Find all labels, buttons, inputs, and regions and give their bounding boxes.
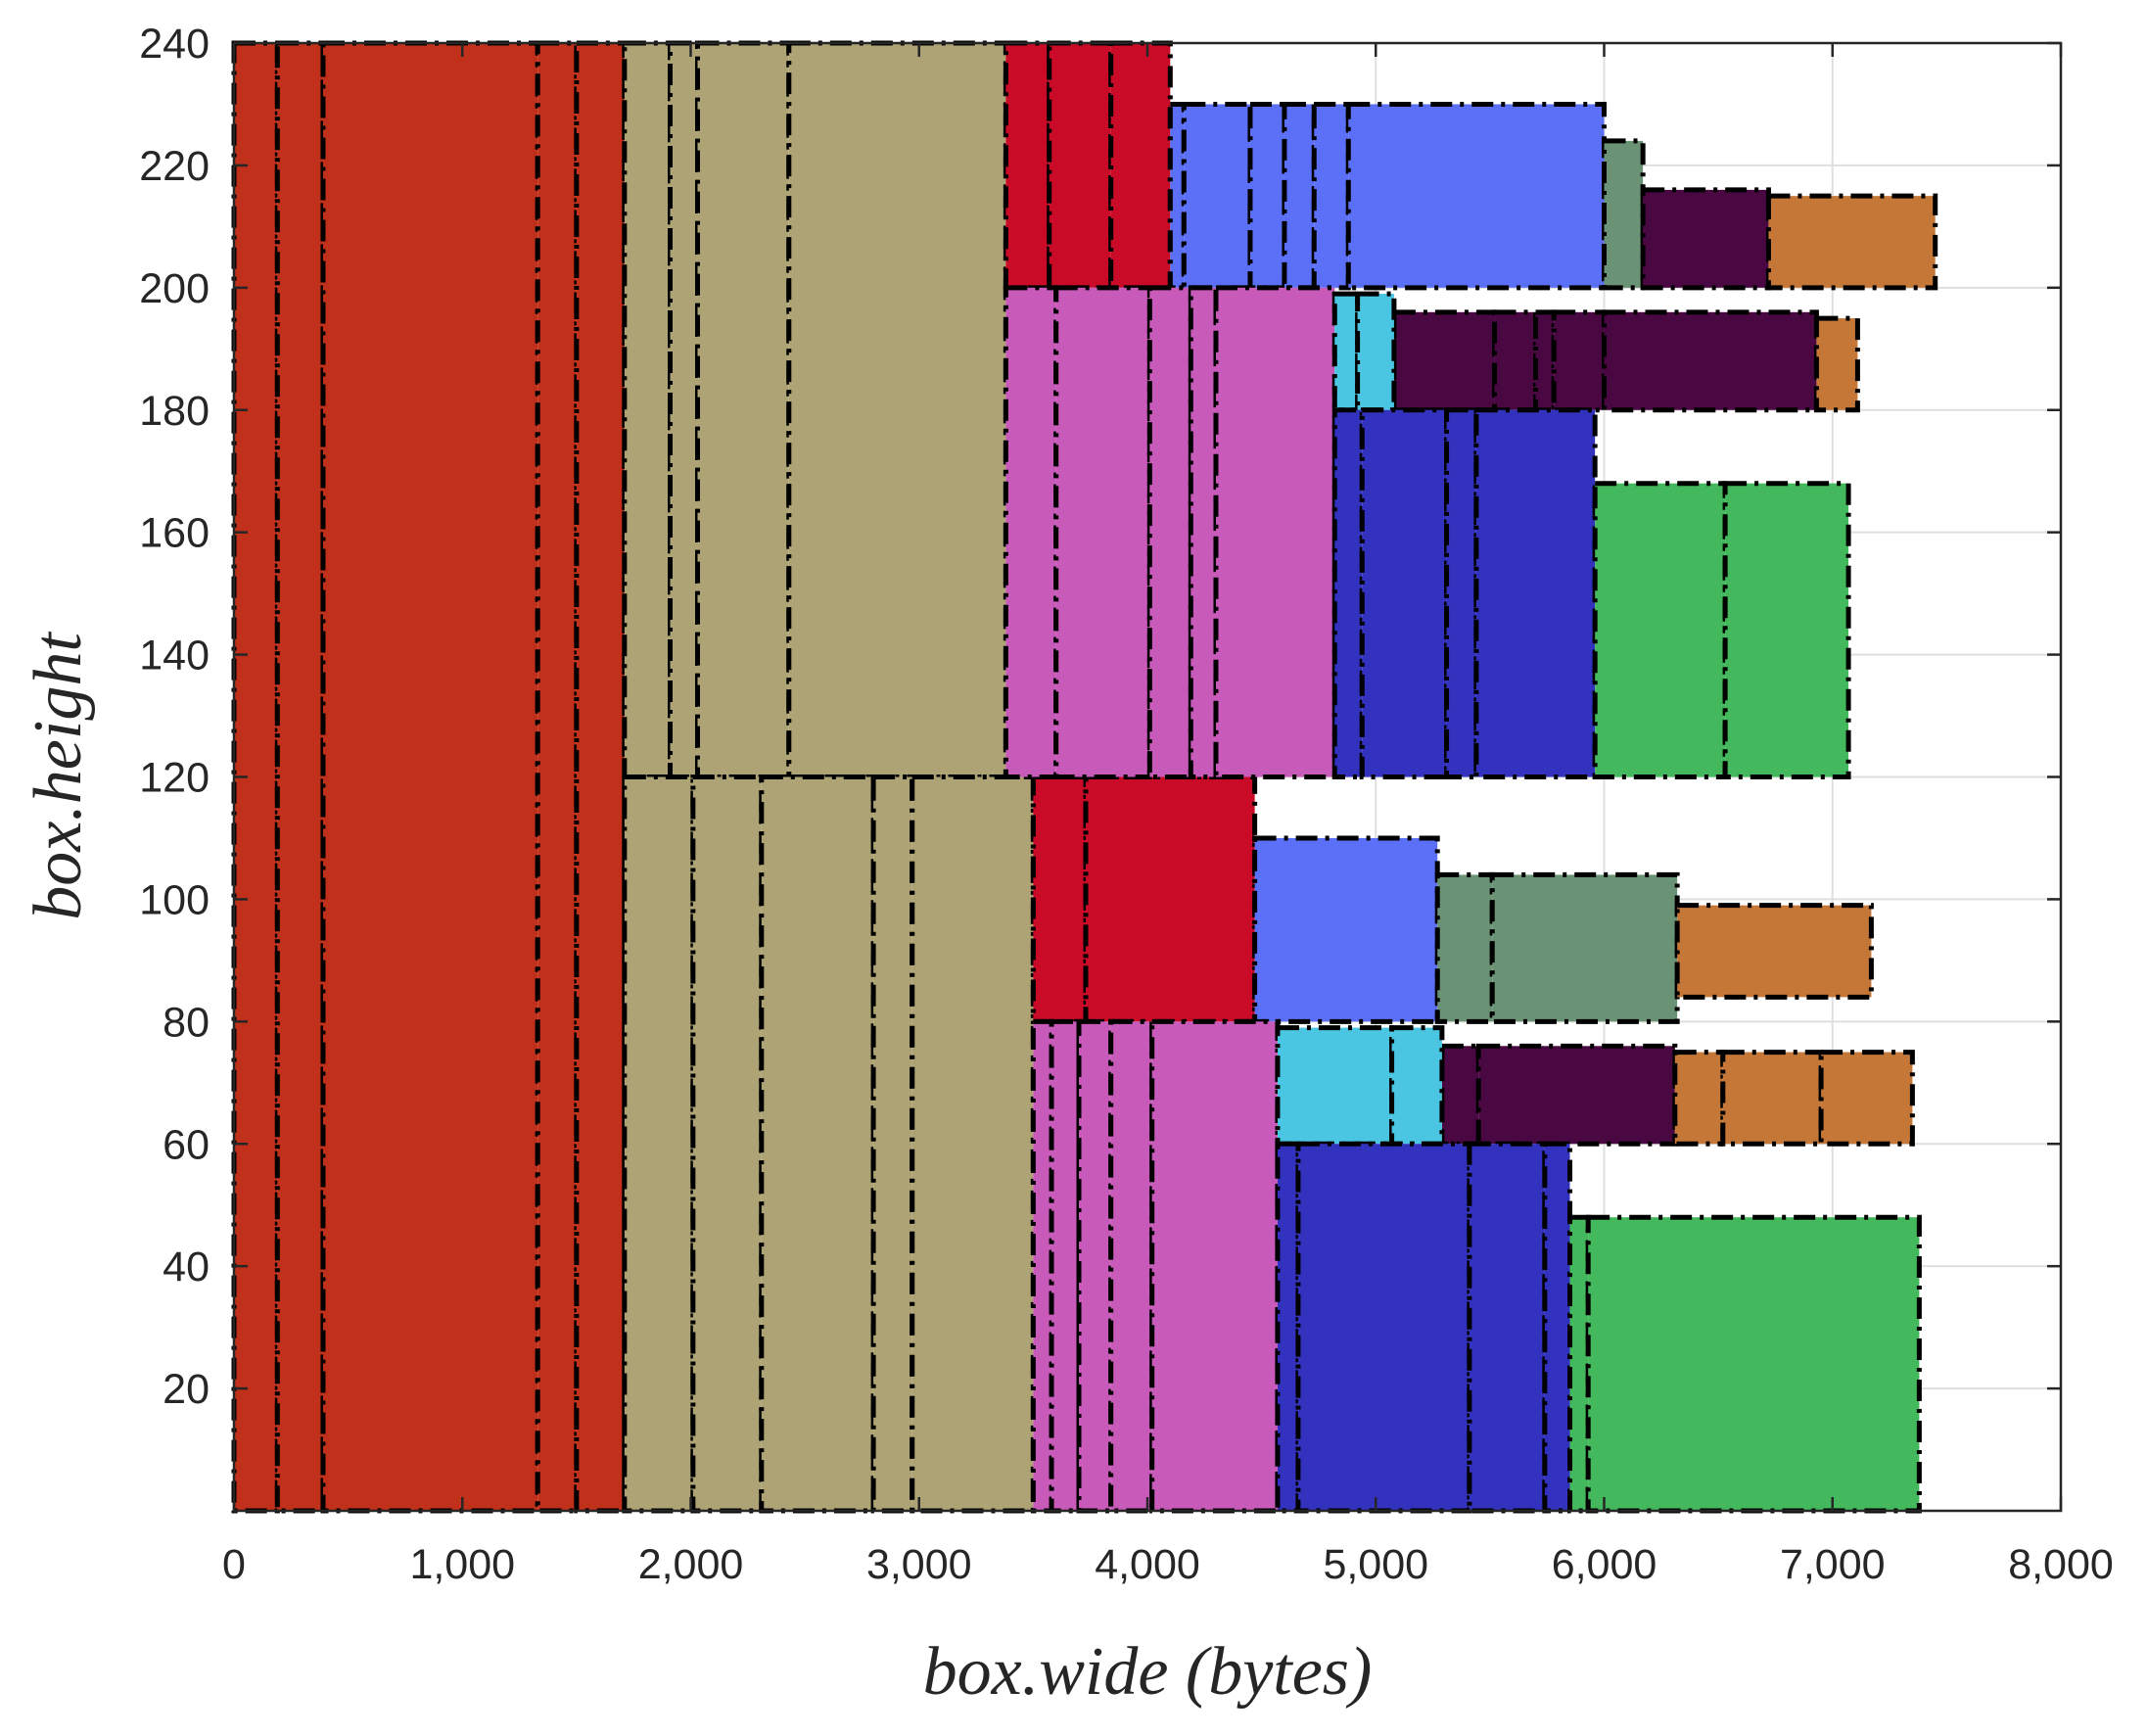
box-33: [1551, 309, 1608, 413]
box-51: [1108, 1018, 1155, 1514]
x-tick-label-4: 4,000: [1095, 1541, 1200, 1588]
box-27: [1434, 871, 1495, 1024]
x-tick-label-0: 0: [222, 1541, 246, 1588]
box-67: [1567, 1214, 1591, 1514]
y-tick-label-11: 240: [139, 21, 210, 68]
y-axis-title: box.height: [21, 632, 96, 920]
box-7: [694, 40, 792, 779]
box-14: [1003, 40, 1052, 291]
box-60: [1473, 407, 1598, 779]
x-tick-label-6: 6,000: [1552, 1541, 1657, 1588]
box-31: [1492, 309, 1539, 413]
box-4: [574, 40, 628, 1514]
box-10: [690, 774, 765, 1514]
x-tick-label-7: 7,000: [1780, 1541, 1886, 1588]
y-tick-label-2: 60: [163, 1121, 210, 1168]
box-9: [622, 774, 696, 1514]
box-52: [1149, 1018, 1281, 1514]
x-tick-label-3: 3,000: [866, 1541, 972, 1588]
box-12: [870, 774, 915, 1514]
box-54: [1355, 291, 1397, 413]
x-tick-label-8: 8,000: [2008, 1541, 2114, 1588]
x-axis-title: box.wide (bytes): [923, 1634, 1373, 1710]
box-38: [1813, 315, 1860, 413]
box-13: [910, 774, 1036, 1514]
x-tick-label-5: 5,000: [1323, 1541, 1428, 1588]
y-tick-label-7: 160: [139, 510, 210, 557]
box-58: [1359, 407, 1450, 779]
box-45: [1146, 285, 1193, 779]
box-41: [1720, 1050, 1824, 1147]
axis-ticks: [232, 41, 2063, 1511]
box-35: [1439, 1043, 1481, 1147]
box-21: [1247, 101, 1287, 291]
box-50: [1076, 1018, 1114, 1514]
box-61: [1275, 1141, 1301, 1514]
box-26: [1602, 138, 1646, 291]
box-56: [1389, 1025, 1445, 1147]
box-24: [1345, 101, 1607, 291]
box-29: [1640, 187, 1771, 291]
box-5: [622, 40, 674, 779]
y-tick-label-5: 120: [139, 755, 210, 802]
x-tick-labels: 0 1,000 2,000 3,000 4,000 5,000 6,000 7,000 8,00…: [222, 1541, 2114, 1588]
x-tick-label-1: 1,000: [409, 1541, 515, 1588]
box-6: [668, 40, 700, 779]
box-42: [1818, 1050, 1915, 1147]
box-66: [1722, 481, 1851, 779]
box-64: [1542, 1141, 1573, 1514]
box-11: [759, 774, 876, 1514]
box-62: [1295, 1141, 1472, 1514]
box-23: [1311, 101, 1351, 291]
box-53: [1331, 291, 1361, 413]
box-28: [1489, 871, 1680, 1024]
y-tick-label-1: 40: [163, 1243, 210, 1290]
box-15: [1047, 40, 1114, 291]
box-49: [1049, 1018, 1082, 1514]
box-57: [1331, 407, 1365, 779]
box-47: [1213, 285, 1337, 779]
y-tick-label-4: 100: [139, 876, 210, 923]
box-32: [1533, 309, 1557, 413]
y-tick-label-6: 140: [139, 633, 210, 680]
box-20: [1181, 101, 1253, 291]
box-30: [1391, 309, 1498, 413]
box-16: [1108, 40, 1173, 291]
box-1: [274, 40, 326, 1514]
y-tick-label-9: 200: [139, 265, 210, 312]
box-59: [1444, 407, 1479, 779]
box-40: [1672, 1050, 1726, 1147]
box-18: [1083, 774, 1258, 1024]
box-22: [1282, 101, 1317, 291]
box-3: [535, 40, 580, 1514]
data-boxes: [231, 40, 1938, 1514]
y-tick-label-10: 220: [139, 143, 210, 190]
y-tick-label-8: 180: [139, 388, 210, 435]
box-65: [1592, 481, 1728, 779]
y-tick-labels: 20 40 60 80 100 120 140 160 180 200 220 240: [139, 21, 210, 1413]
box-39: [1674, 903, 1874, 1000]
box-34: [1602, 309, 1819, 413]
box-55: [1275, 1025, 1395, 1147]
box-63: [1467, 1141, 1548, 1514]
box-37: [1765, 193, 1938, 291]
box-44: [1053, 285, 1152, 779]
box-8: [786, 40, 1008, 779]
box-2: [320, 40, 540, 1514]
box-43: [1003, 285, 1059, 779]
box-25: [1252, 835, 1440, 1024]
x-tick-label-2: 2,000: [638, 1541, 744, 1588]
y-tick-label-0: 20: [163, 1366, 210, 1413]
box-48: [1030, 1018, 1054, 1514]
box-68: [1585, 1214, 1922, 1514]
box-36: [1475, 1043, 1678, 1147]
box-17: [1030, 774, 1089, 1024]
box-19: [1167, 101, 1187, 291]
y-tick-label-3: 80: [163, 999, 210, 1046]
box-46: [1188, 285, 1219, 779]
